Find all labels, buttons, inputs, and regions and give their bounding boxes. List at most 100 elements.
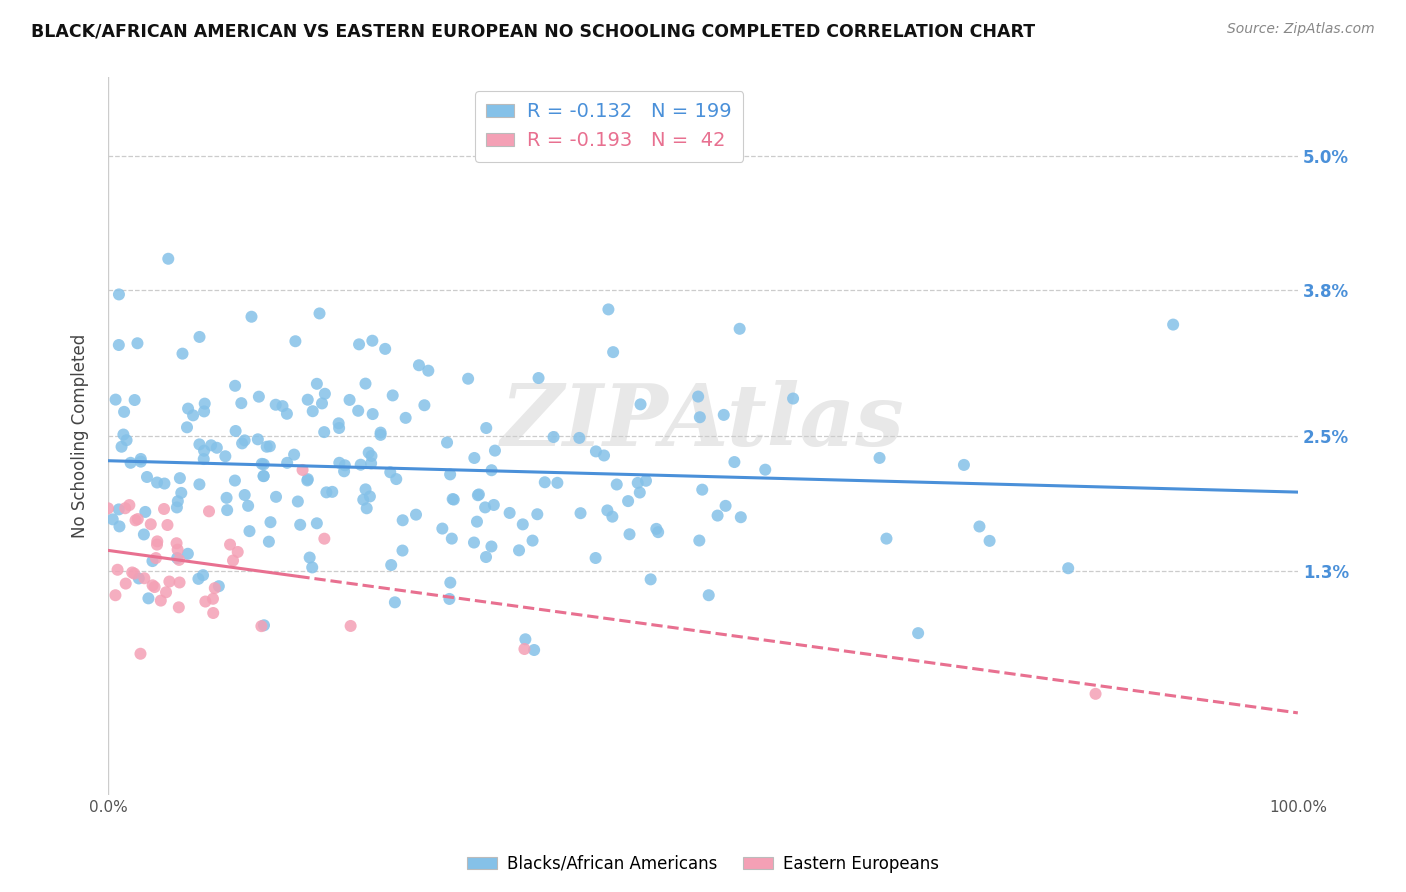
Point [513, 642, 536, 657]
Point [225, 424, 247, 438]
Point [264, 398, 287, 412]
Point [101, 512, 124, 526]
Point [301, 560, 323, 574]
Point [647, 525, 669, 540]
Point [110, 440, 132, 454]
Point [240, 310, 263, 324]
Point [354, 376, 377, 391]
Point [155, 585, 177, 599]
Point [157, 252, 180, 266]
Point [627, 475, 650, 490]
Point [689, 410, 711, 425]
Point [370, 425, 392, 440]
Point [114, 501, 136, 516]
Point [546, 475, 568, 490]
Point [602, 345, 624, 359]
Point [391, 543, 413, 558]
Point [259, 439, 281, 453]
Point [1084, 687, 1107, 701]
Point [250, 457, 273, 471]
Point [356, 501, 378, 516]
Point [284, 334, 307, 349]
Point [385, 472, 408, 486]
Point [120, 456, 142, 470]
Point [200, 438, 222, 452]
Point [224, 379, 246, 393]
Point [97, 501, 120, 516]
Point [224, 474, 246, 488]
Point [205, 441, 228, 455]
Point [134, 505, 156, 519]
Point [441, 491, 464, 506]
Point [498, 506, 520, 520]
Point [630, 397, 652, 411]
Point [339, 392, 361, 407]
Point [953, 458, 976, 472]
Point [391, 513, 413, 527]
Point [315, 485, 337, 500]
Point [463, 535, 485, 549]
Point [167, 553, 190, 567]
Point [166, 500, 188, 515]
Point [264, 490, 287, 504]
Point [328, 421, 350, 435]
Point [138, 591, 160, 606]
Point [253, 618, 276, 632]
Point [283, 448, 305, 462]
Point [468, 487, 491, 501]
Point [728, 322, 751, 336]
Point [467, 488, 489, 502]
Point [194, 594, 217, 608]
Point [108, 519, 131, 533]
Point [108, 287, 131, 301]
Point [153, 502, 176, 516]
Point [124, 513, 146, 527]
Point [156, 518, 179, 533]
Point [128, 571, 150, 585]
Point [276, 456, 298, 470]
Point [217, 503, 239, 517]
Point [354, 483, 377, 497]
Point [628, 485, 651, 500]
Point [347, 337, 370, 351]
Point [193, 452, 215, 467]
Point [297, 392, 319, 407]
Point [543, 430, 565, 444]
Point [204, 581, 226, 595]
Point [384, 595, 406, 609]
Point [706, 508, 728, 523]
Point [253, 457, 276, 471]
Point [634, 474, 657, 488]
Point [222, 553, 245, 567]
Point [512, 517, 534, 532]
Point [314, 425, 336, 439]
Point [169, 575, 191, 590]
Point [697, 588, 720, 602]
Point [413, 398, 436, 412]
Point [439, 591, 461, 606]
Point [121, 566, 143, 580]
Point [527, 371, 550, 385]
Point [380, 465, 402, 479]
Point [291, 463, 314, 477]
Point [305, 376, 328, 391]
Text: Source: ZipAtlas.com: Source: ZipAtlas.com [1227, 22, 1375, 37]
Point [194, 397, 217, 411]
Point [526, 508, 548, 522]
Point [257, 534, 280, 549]
Point [170, 486, 193, 500]
Point [432, 522, 454, 536]
Point [301, 404, 323, 418]
Point [146, 475, 169, 490]
Point [754, 463, 776, 477]
Point [134, 571, 156, 585]
Point [214, 450, 236, 464]
Legend: Blacks/African Americans, Eastern Europeans: Blacks/African Americans, Eastern Europe… [461, 848, 945, 880]
Point [115, 434, 138, 448]
Point [139, 517, 162, 532]
Point [124, 392, 146, 407]
Point [593, 449, 616, 463]
Point [252, 469, 274, 483]
Point [112, 427, 135, 442]
Point [380, 558, 402, 572]
